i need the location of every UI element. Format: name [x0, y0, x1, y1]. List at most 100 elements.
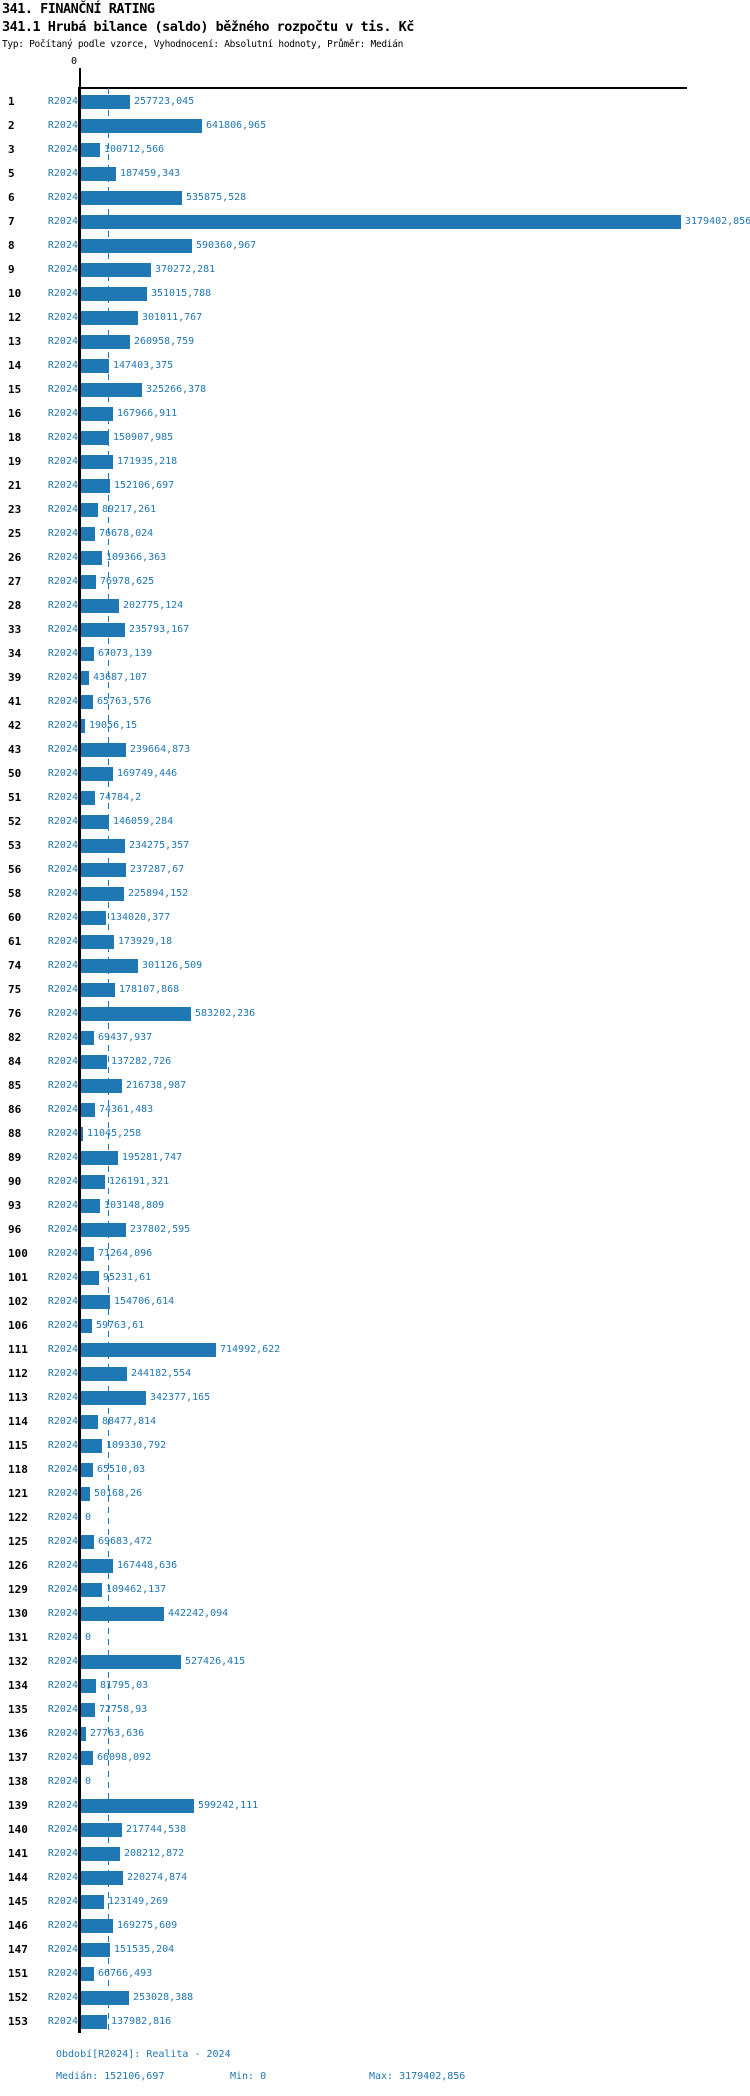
row-index: 58: [8, 887, 22, 900]
bar-value-label: 237802,595: [130, 1224, 191, 1235]
row-period-label: R2024: [47, 1368, 78, 1379]
bar: [81, 647, 94, 661]
chart-row: 53 R2024 234275,357: [0, 834, 750, 858]
row-index: 25: [8, 527, 22, 540]
bar-value-label: 43687,107: [93, 672, 148, 683]
bar-value-label: 216738,987: [126, 1080, 187, 1091]
chart-row: 26 R2024 109366,363: [0, 546, 750, 570]
row-period-label: R2024: [47, 912, 78, 923]
chart-row: 100 R2024 71264,096: [0, 1242, 750, 1266]
bar: [81, 767, 113, 781]
bar-value-label: 27763,636: [90, 1728, 145, 1739]
chart-row: 141 R2024 208212,872: [0, 1842, 750, 1866]
row-index: 10: [8, 287, 22, 300]
bar: [81, 551, 102, 565]
row-index: 106: [8, 1319, 28, 1332]
bar: [81, 1967, 94, 1981]
bar-value-label: 137282,726: [111, 1056, 172, 1067]
bar-value-label: 641806,965: [206, 120, 267, 131]
chart-row: 12 R2024 301011,767: [0, 306, 750, 330]
chart-row: 96 R2024 237802,595: [0, 1218, 750, 1242]
bar-value-label: 220274,874: [127, 1872, 188, 1883]
row-index: 56: [8, 863, 22, 876]
bar: [81, 1943, 110, 1957]
row-period-label: R2024: [47, 1392, 78, 1403]
chart-row: 8 R2024 590360,967: [0, 234, 750, 258]
row-index: 7: [8, 215, 15, 228]
bar: [81, 959, 138, 973]
row-period-label: R2024: [47, 1896, 78, 1907]
bar: [81, 2015, 107, 2029]
bar: [81, 719, 85, 733]
bar: [81, 1343, 216, 1357]
row-period-label: R2024: [47, 1536, 78, 1547]
row-index: 84: [8, 1055, 22, 1068]
bar-value-label: 527426,415: [185, 1656, 246, 1667]
bar: [81, 791, 95, 805]
chart-row: 10 R2024 351015,788: [0, 282, 750, 306]
chart-row: 75 R2024 178107,868: [0, 978, 750, 1002]
row-index: 26: [8, 551, 22, 564]
row-index: 96: [8, 1223, 22, 1236]
bar: [81, 1487, 90, 1501]
row-index: 60: [8, 911, 22, 924]
bar: [81, 311, 138, 325]
bar: [81, 1727, 86, 1741]
chart-row: 34 R2024 67073,139: [0, 642, 750, 666]
chart-row: 7 R2024 3179402,856: [0, 210, 750, 234]
chart-row: 2 R2024 641806,965: [0, 114, 750, 138]
row-period-label: R2024: [47, 1416, 78, 1427]
bar-value-label: 126191,321: [109, 1176, 170, 1187]
bar-value-label: 234275,357: [129, 840, 190, 851]
bar-value-label: 95231,61: [103, 1272, 152, 1283]
chart-row: 39 R2024 43687,107: [0, 666, 750, 690]
row-period-label: R2024: [47, 2016, 78, 2027]
row-index: 33: [8, 623, 22, 636]
row-index: 153: [8, 2015, 28, 2028]
chart-row: 132 R2024 527426,415: [0, 1650, 750, 1674]
bar-value-label: 137982,816: [111, 2016, 172, 2027]
row-period-label: R2024: [47, 1944, 78, 1955]
row-period-label: R2024: [47, 1104, 78, 1115]
row-period-label: R2024: [47, 1800, 78, 1811]
row-index: 14: [8, 359, 22, 372]
bar: [81, 599, 119, 613]
bar: [81, 215, 681, 229]
bar: [81, 1799, 194, 1813]
row-index: 118: [8, 1463, 28, 1476]
row-period-label: R2024: [47, 1752, 78, 1763]
chart-row: 147 R2024 151535,204: [0, 1938, 750, 1962]
row-period-label: R2024: [47, 120, 78, 131]
row-period-label: R2024: [47, 624, 78, 635]
bar: [81, 1391, 146, 1405]
chart-row: 19 R2024 171935,218: [0, 450, 750, 474]
row-period-label: R2024: [47, 408, 78, 419]
bar-value-label: 187459,343: [120, 168, 181, 179]
chart-row: 145 R2024 123149,269: [0, 1890, 750, 1914]
row-period-label: R2024: [47, 744, 78, 755]
row-index: 6: [8, 191, 15, 204]
bar: [81, 287, 147, 301]
indicator-meta: Typ: Počítaný podle vzorce, Vyhodnocení:…: [2, 39, 404, 50]
row-period-label: R2024: [47, 864, 78, 875]
footer-max: Max: 3179402,856: [369, 2071, 466, 2082]
bar: [81, 479, 110, 493]
bar-value-label: 171935,218: [117, 456, 178, 467]
row-index: 146: [8, 1919, 28, 1932]
bar: [81, 1439, 102, 1453]
chart-row: 25 R2024 76678,024: [0, 522, 750, 546]
bar-value-label: 134020,377: [110, 912, 171, 923]
chart-row: 130 R2024 442242,094: [0, 1602, 750, 1626]
chart-row: 1 R2024 257723,045: [0, 90, 750, 114]
chart-row: 52 R2024 146059,284: [0, 810, 750, 834]
bar-value-label: 169749,446: [117, 768, 178, 779]
chart-row: 15 R2024 325266,378: [0, 378, 750, 402]
bar-value-label: 69683,472: [98, 1536, 153, 1547]
bar: [81, 1871, 123, 1885]
axis-zero-label: 0: [70, 56, 77, 67]
bar: [81, 167, 116, 181]
row-index: 147: [8, 1943, 28, 1956]
bar-value-label: 167448,636: [117, 1560, 178, 1571]
row-index: 137: [8, 1751, 28, 1764]
bar: [81, 431, 109, 445]
